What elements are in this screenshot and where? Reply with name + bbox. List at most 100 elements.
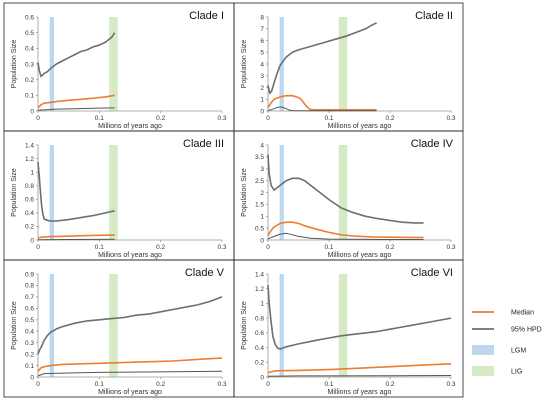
y-tick-label: 0.2: [25, 351, 34, 358]
y-tick-label: 1.4: [25, 142, 34, 149]
legend-item-95-hpd: 95% HPD: [472, 327, 542, 334]
series-lower-line: [267, 375, 452, 377]
series-median-line: [267, 221, 424, 239]
x-tick-label: 0: [266, 115, 270, 122]
panel-border: [233, 259, 464, 398]
y-tick-label: 0: [30, 237, 34, 244]
x-tick-label: 0.1: [324, 115, 333, 122]
x-tick-label: 0: [266, 244, 270, 251]
y-tick-label: 0.6: [25, 197, 34, 204]
series-median-line: [267, 94, 377, 111]
panel-5: 0 0.1 0.2 0.3 0.4 0.5 0.6 0.7 0.8 0.9 0 0.1 0.2 0.3 Cl…: [3, 259, 235, 398]
panel-title: Clade IV: [411, 138, 454, 150]
series-median-line: [267, 363, 452, 374]
y-tick-label: 0.8: [25, 283, 34, 290]
y-tick-label: 0: [30, 374, 34, 381]
legend-label: LGM: [511, 348, 526, 355]
panel-title: Clade II: [415, 10, 453, 22]
panel-title: Clade V: [185, 267, 225, 279]
x-tick-label: 0.3: [446, 244, 455, 251]
legend-label: LIG: [511, 369, 522, 376]
y-tick-label: 1.5: [255, 202, 264, 209]
y-tick-label: 6: [260, 38, 264, 45]
lig-band: [338, 145, 348, 240]
x-tick-label: 0.2: [385, 115, 394, 122]
x-axis-label: Millions of years ago: [98, 252, 162, 259]
lgm-band: [49, 17, 54, 111]
lgm-band: [49, 145, 54, 240]
lgm-band: [279, 145, 284, 240]
x-axis-label: Millions of years ago: [328, 389, 392, 396]
x-tick-label: 0.3: [217, 381, 226, 388]
legend-label: 95% HPD: [511, 327, 542, 334]
y-tick-label: 0.4: [255, 345, 264, 352]
series-median-line: [37, 357, 223, 372]
y-axis-label: Population Size: [241, 40, 248, 89]
y-tick-label: 3: [260, 73, 264, 80]
y-tick-label: 0.2: [25, 77, 34, 84]
panel-border: [3, 259, 235, 398]
series-95-hpd-line: [267, 22, 377, 95]
x-tick-label: 0.2: [385, 381, 394, 388]
x-tick-label: 0.3: [217, 115, 226, 122]
lig-band: [109, 17, 118, 111]
panel-3: 0 0.2 0.4 0.6 0.8 1 1.2 1.4 0 0.1 0.2 0.3 Clade III M…: [3, 130, 235, 261]
y-tick-label: 1.2: [25, 156, 34, 163]
legend-label: Median: [511, 310, 534, 317]
y-tick-label: 1: [30, 169, 34, 176]
x-tick-label: 0: [36, 115, 40, 122]
series-lower-line: [267, 232, 424, 240]
x-axis-label: Millions of years ago: [98, 389, 162, 396]
series-lower-line: [37, 107, 115, 111]
legend-swatch: [472, 366, 494, 376]
x-tick-label: 0.2: [156, 381, 165, 388]
y-tick-label: 0.1: [25, 93, 34, 100]
y-tick-label: 1.4: [255, 271, 264, 278]
y-tick-label: 0.3: [25, 61, 34, 68]
x-tick-label: 0.2: [385, 244, 394, 251]
y-tick-label: 2.5: [255, 178, 264, 185]
panels: 0 0.1 0.2 0.3 0.4 0.5 0.6 0 0.1 0.2 0.3 Clade I Mill…: [3, 2, 464, 398]
x-tick-label: 0.1: [324, 244, 333, 251]
series-median-line: [37, 234, 115, 239]
series-95-hpd-line: [37, 32, 116, 78]
y-tick-label: 0.5: [25, 317, 34, 324]
panel-1: 0 0.1 0.2 0.3 0.4 0.5 0.6 0 0.1 0.2 0.3 Clade I Mill…: [3, 2, 235, 132]
series-95-hpd-line: [37, 296, 223, 355]
panel-title: Clade VI: [411, 267, 453, 279]
legend-item-median: Median: [472, 310, 534, 317]
y-tick-label: 0: [260, 237, 264, 244]
x-tick-label: 0.2: [156, 244, 165, 251]
y-tick-label: 0.4: [25, 46, 34, 53]
x-tick-label: 0.1: [95, 115, 104, 122]
lig-band: [109, 145, 118, 240]
x-tick-label: 0.1: [324, 381, 333, 388]
y-tick-label: 0.6: [25, 306, 34, 313]
x-tick-label: 0.1: [95, 381, 104, 388]
lgm-band: [279, 274, 284, 377]
y-tick-label: 1: [260, 301, 264, 308]
lgm-band: [49, 274, 54, 377]
panel-title: Clade III: [183, 138, 224, 150]
y-tick-label: 0.3: [25, 340, 34, 347]
y-tick-label: 3: [260, 166, 264, 173]
y-tick-label: 3.5: [255, 154, 264, 161]
y-tick-label: 0.9: [25, 271, 34, 278]
y-tick-label: 0: [260, 374, 264, 381]
y-axis-label: Population Size: [241, 168, 248, 217]
y-axis-label: Population Size: [11, 301, 18, 350]
y-tick-label: 8: [260, 14, 264, 21]
y-tick-label: 0: [30, 108, 34, 115]
y-tick-label: 5: [260, 50, 264, 57]
panel-4: 0 0.5 1 1.5 2 2.5 3 3.5 4 0 0.1 0.2 0.3 Clade IV Milli…: [233, 130, 464, 261]
x-tick-label: 0.1: [95, 244, 104, 251]
y-tick-label: 4: [260, 61, 264, 68]
lig-band: [338, 17, 348, 111]
x-tick-label: 0.2: [156, 115, 165, 122]
y-tick-label: 0.2: [25, 224, 34, 231]
legend-item-lgm: LGM: [472, 345, 526, 355]
y-tick-label: 0.6: [255, 330, 264, 337]
y-axis-label: Population Size: [11, 40, 18, 89]
series-95-hpd-line: [267, 284, 452, 350]
y-axis-label: Population Size: [11, 168, 18, 217]
